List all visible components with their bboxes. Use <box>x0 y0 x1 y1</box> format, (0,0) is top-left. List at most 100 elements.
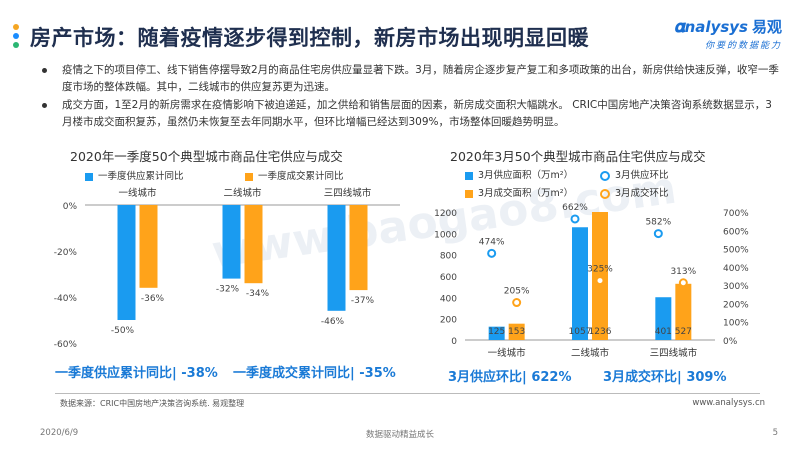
bar <box>675 283 692 340</box>
chart1-legend-item: 一季度供应累计同比 <box>85 168 184 182</box>
bar <box>139 205 158 288</box>
footer-slogan: 数据驱动精益成长 <box>365 430 434 440</box>
scatter-point <box>570 214 580 224</box>
scatter-point <box>653 229 663 239</box>
legend-swatch <box>245 172 253 181</box>
legend-label: 一季度供应累计同比 <box>98 171 184 182</box>
legend-label: 3月成交环比 <box>615 188 669 199</box>
bar <box>327 205 346 311</box>
brand-name: nalysys <box>684 18 748 36</box>
y2-tick-label: 600% <box>723 227 749 237</box>
scatter-point <box>678 278 688 288</box>
chart1-summary-supply: 一季度供应累计同比| -38% <box>55 366 218 381</box>
category-label: 一线城市 <box>488 347 527 359</box>
bar <box>349 205 368 291</box>
data-label: 153 <box>508 327 525 337</box>
category-label: 一线城市 <box>118 187 157 199</box>
brand-cn: 易观 <box>751 18 782 36</box>
y-tick-label: -20% <box>54 248 78 258</box>
y2-tick-label: 0% <box>723 337 738 347</box>
y2-tick-label: 400% <box>723 264 749 274</box>
y2-tick-label: 200% <box>723 300 749 310</box>
data-label: -46% <box>321 317 345 327</box>
legend-label: 3月供应环比 <box>615 170 669 181</box>
category-label: 二线城市 <box>571 347 610 359</box>
data-label: -34% <box>246 289 270 299</box>
chart1-legend-item: 一季度成交累计同比 <box>245 168 344 182</box>
chart1-summary-deal: 一季度成交累计同比| -35% <box>233 366 396 381</box>
bullet-list: 疫情之下的项目停工、线下销售停摆导致2月的商品住宅房供应量显著下跌。3月，随着房… <box>42 62 782 132</box>
data-source: 数据来源：CRIC中国房地产决策咨询系统. 易观整理 <box>60 399 245 408</box>
y-tick-label: 200 <box>440 316 457 326</box>
legend-ring <box>600 188 610 199</box>
site-url: www.analysys.cn <box>692 398 765 408</box>
bullet-item: 疫情之下的项目停工、线下销售停摆导致2月的商品住宅房供应量显著下跌。3月，随着房… <box>42 62 782 96</box>
bar <box>508 323 525 340</box>
legend-label: 3月成交面积（万m²） <box>478 188 574 199</box>
data-label: 474% <box>479 237 505 247</box>
legend-ring <box>600 170 610 181</box>
dot-2 <box>13 33 19 39</box>
bullet-dot <box>42 103 47 108</box>
data-label: 205% <box>504 287 530 297</box>
chart2-summary-supply: 3月供应环比| 622% <box>448 370 572 385</box>
legend-swatch <box>85 172 93 181</box>
header: 房产市场：随着疫情逐步得到控制，新房市场出现明显回暖 𝛂nalysys 易观 你要… <box>0 0 800 56</box>
brand-logo: 𝛂nalysys 易观 你要的数据能力 <box>673 17 782 51</box>
chart2-plot: 0 200 400 600 800 1000 1200 0% 100% 200% 300% 400% 5… <box>434 203 749 359</box>
bullet-dot <box>42 68 47 73</box>
chart2-title: 2020年3月50个典型城市商品住宅供应与成交 <box>450 149 706 164</box>
data-label: 313% <box>670 267 696 277</box>
data-label: 325% <box>587 265 613 275</box>
data-label: 1057 <box>569 327 592 337</box>
chart2-summary-deal: 3月成交环比| 309% <box>603 370 727 385</box>
y-tick-label: 0 <box>451 337 457 347</box>
y-tick-label: 1200 <box>434 209 457 219</box>
data-label: -37% <box>351 296 375 306</box>
dot-3 <box>13 42 19 48</box>
scatter-point <box>487 248 497 258</box>
scatter-point <box>595 276 605 286</box>
legend-swatch <box>465 189 473 198</box>
bar <box>572 227 588 340</box>
scatter-point <box>512 298 522 308</box>
y-tick-label: -60% <box>54 340 78 350</box>
bar <box>592 212 608 340</box>
data-label: 125 <box>488 327 505 337</box>
category-label: 三四线城市 <box>650 347 698 359</box>
title-dots <box>13 24 23 51</box>
chart2-legend-item: 3月成交面积（万m²） <box>465 185 573 199</box>
chart2-legend-item: 3月供应面积（万m²） <box>465 167 573 181</box>
bar <box>222 205 241 279</box>
y-tick-label: 800 <box>440 252 457 262</box>
y2-tick-label: 100% <box>723 319 749 329</box>
dot-1 <box>13 24 19 30</box>
data-label: 527 <box>675 327 692 337</box>
bar <box>117 205 136 320</box>
bar <box>244 205 263 284</box>
bar <box>488 326 505 340</box>
legend-label: 一季度成交累计同比 <box>258 171 344 182</box>
chart1-plot: 0% -20% -40% -60% 一线城市 -50% -36% 二线城市 -32% -34% 三四… <box>54 187 400 350</box>
chart2-legend-item: 3月供应环比 <box>600 167 669 181</box>
y-tick-label: 400 <box>440 294 457 304</box>
bullet-text: 疫情之下的项目停工、线下销售停摆导致2月的商品住宅房供应量显著下跌。3月，随着房… <box>62 64 779 93</box>
data-label: 401 <box>655 327 672 337</box>
y2-tick-label: 500% <box>723 246 749 256</box>
footer-rule <box>55 393 760 394</box>
data-label: 662% <box>562 203 588 213</box>
y-tick-label: 1000 <box>434 230 457 240</box>
chart1-title: 2020年一季度50个典型城市商品住宅供应与成交 <box>70 149 343 164</box>
brand-slogan: 你要的数据能力 <box>704 41 782 51</box>
page-number: 5 <box>772 428 778 438</box>
category-label: 三四线城市 <box>324 187 372 199</box>
data-label: 582% <box>645 218 671 228</box>
page-title: 房产市场：随着疫情逐步得到控制，新房市场出现明显回暖 <box>30 26 589 50</box>
y-tick-label: 0% <box>63 202 78 212</box>
bar <box>655 297 672 340</box>
footer-date: 2020/6/9 <box>40 428 79 438</box>
data-label: -50% <box>111 326 135 336</box>
bullet-text: 成交方面，1至2月的新房需求在疫情影响下被迫递延，加之供给和销售层面的因素，新房… <box>62 99 772 128</box>
data-label: 1236 <box>589 327 612 337</box>
data-label: -32% <box>216 285 240 295</box>
